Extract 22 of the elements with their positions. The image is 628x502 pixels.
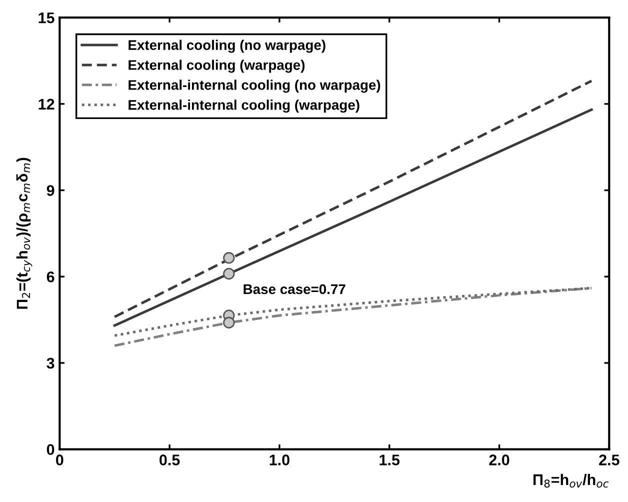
legend-label: External cooling (warpage)	[128, 60, 305, 73]
y-tick-label: 9	[46, 185, 54, 196]
x-axis-title: Π$_{8}$=h$_{ov}$/h$_{oc}$	[533, 474, 609, 488]
y-tick-label: 15	[38, 12, 54, 24]
x-tick-label: 0.5	[160, 454, 180, 466]
y-tick-label: 12	[38, 98, 54, 110]
point	[223, 268, 235, 280]
legend-label: External-internal cooling (no warpage)	[128, 80, 380, 93]
text: Π$_{2}$=(t$_{cy}$h$_{ov}$)/(ρ$_{m}$c$_{m}$δ$_{m}$)	[16, 158, 32, 309]
y-tick-label: 3	[46, 358, 54, 369]
annotation: Base case=0.77	[244, 284, 346, 294]
x-tick-label: 0	[56, 454, 64, 466]
x-tick-label: 1.0	[270, 454, 290, 466]
legend-label: External cooling (no warpage)	[128, 40, 326, 53]
x-tick-label: 2.0	[489, 454, 510, 466]
y-tick-label: 0	[46, 444, 54, 455]
point	[223, 316, 235, 328]
point	[223, 252, 235, 264]
x-tick-label: 1.5	[380, 454, 400, 466]
legend-label: External-internal cooling (warpage)	[128, 100, 360, 113]
y-tick-label: 6	[46, 271, 54, 282]
x-tick-label: 2.5	[599, 454, 620, 466]
